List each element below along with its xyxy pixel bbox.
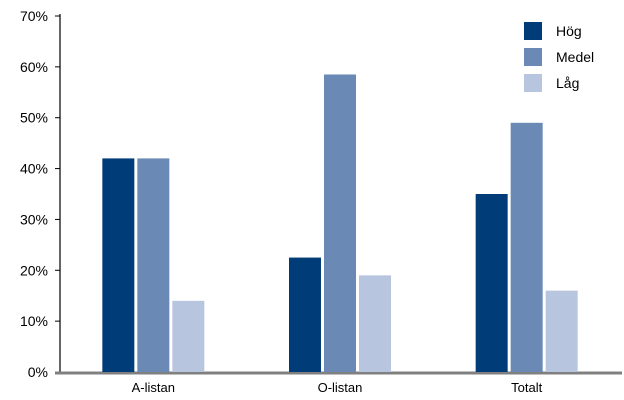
- y-tick-label: 70%: [20, 8, 48, 24]
- bar-a-listan-medel: [137, 158, 170, 372]
- y-tick-label: 0%: [28, 364, 48, 380]
- bar-totalt-hög: [475, 194, 508, 372]
- legend-swatch: [524, 74, 542, 92]
- y-tick-label: 50%: [20, 110, 48, 126]
- legend-label: Hög: [556, 23, 582, 39]
- bar-a-listan-hög: [102, 158, 135, 372]
- legend-swatch: [524, 22, 542, 40]
- bars: [102, 74, 578, 372]
- x-tick-label: O-listan: [318, 380, 363, 395]
- bar-o-listan-låg: [359, 275, 391, 372]
- y-tick-label: 60%: [20, 59, 48, 75]
- x-tick-label: Totalt: [511, 380, 542, 395]
- legend: Hög Medel Låg: [524, 22, 594, 92]
- bar-o-listan-hög: [289, 257, 321, 372]
- legend-label: Låg: [556, 75, 579, 91]
- y-tick-label: 10%: [20, 313, 48, 329]
- bar-a-listan-låg: [172, 300, 205, 372]
- bar-totalt-medel: [510, 122, 543, 372]
- legend-swatch: [524, 48, 542, 66]
- axes: 0% 10% 20% 30% 40% 50% 60% 70% A-listan O-listan T…: [20, 8, 622, 395]
- y-tick-label: 30%: [20, 211, 48, 227]
- y-tick-label: 20%: [20, 262, 48, 278]
- bar-totalt-låg: [545, 290, 578, 372]
- legend-label: Medel: [556, 49, 594, 65]
- x-tick-label: A-listan: [132, 380, 175, 395]
- y-tick-label: 40%: [20, 161, 48, 177]
- bar-o-listan-medel: [324, 74, 356, 372]
